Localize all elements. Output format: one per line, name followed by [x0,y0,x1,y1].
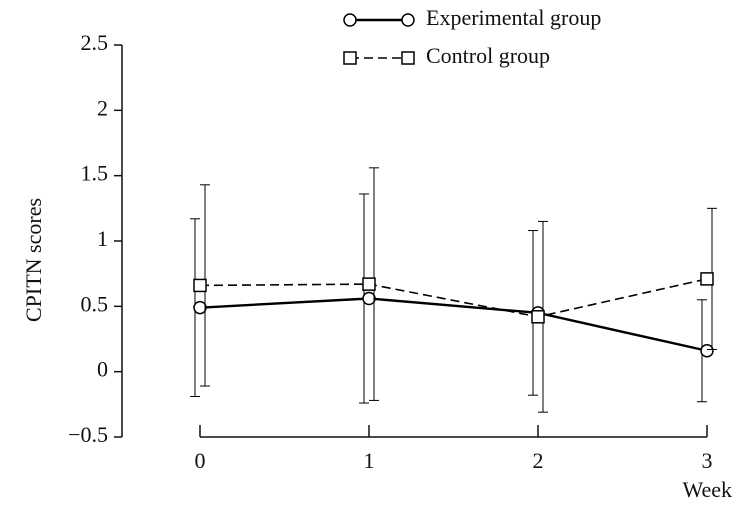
series-line [199,297,708,352]
legend-marker [343,13,357,27]
marker [193,278,207,293]
series-line [199,278,708,318]
marker [362,277,376,291]
y-tick-label: 1.5 [81,161,109,186]
legend-marker [343,51,357,65]
marker [193,300,207,315]
x-tick-label: 2 [533,448,544,473]
y-tick-label: 1 [97,226,108,251]
legend-label: Experimental group [426,5,601,30]
x-axis-label: Week [682,477,732,502]
y-tick-label: 2.5 [81,30,109,55]
marker [700,272,714,286]
legend-marker [401,51,415,65]
y-tick-label: −0.5 [68,422,108,447]
y-tick-label: 2 [97,95,108,120]
marker [362,291,376,306]
y-tick-label: 0 [97,357,108,382]
y-axis-label: CPITN scores [21,198,46,322]
marker [531,310,545,324]
y-tick-label: 0.5 [81,291,109,316]
x-tick-label: 1 [364,448,375,473]
legend-label: Control group [426,43,550,68]
legend-marker [401,13,415,27]
x-tick-label: 0 [195,448,206,473]
marker [700,344,714,358]
x-tick-label: 3 [702,448,713,473]
